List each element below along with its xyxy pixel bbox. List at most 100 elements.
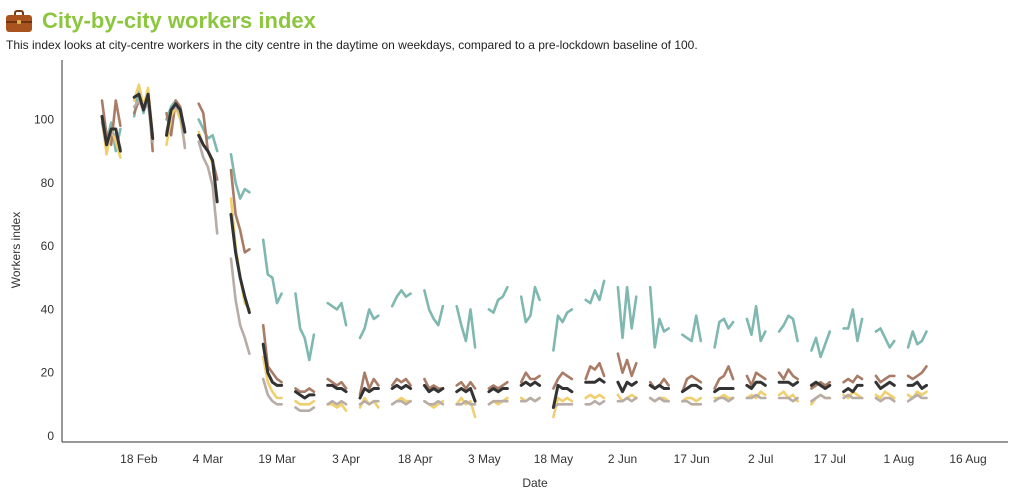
series-line-segment — [326, 383, 348, 394]
series-line-segment — [326, 301, 348, 327]
series-line-segment — [584, 377, 606, 384]
series-line-segment — [390, 377, 412, 387]
series-line-segment — [552, 308, 574, 352]
series-line-segment — [842, 308, 864, 343]
y-tick-label: 0 — [47, 429, 54, 443]
series-4 — [100, 99, 928, 413]
series-line-segment — [326, 402, 348, 413]
series-line-segment — [713, 396, 735, 403]
series-line-segment — [681, 399, 703, 406]
series-line-segment — [197, 140, 219, 235]
series-line-segment — [648, 285, 670, 349]
series-line-segment — [487, 399, 509, 406]
series-line-segment — [229, 257, 251, 356]
series-line-segment — [745, 393, 767, 400]
series-line-segment — [261, 238, 283, 305]
series-line-segment — [358, 387, 380, 400]
series-line-segment — [745, 371, 767, 387]
y-tick-label: 80 — [41, 176, 55, 190]
x-tick-label: 16 Aug — [949, 452, 986, 466]
series-line-segment — [584, 399, 606, 406]
series-line-segment — [390, 289, 412, 308]
series-line-segment — [358, 371, 380, 397]
y-tick-label: 20 — [41, 366, 55, 380]
series-line-segment — [132, 92, 155, 140]
series-line-segment — [165, 102, 187, 137]
chart-header: City-by-city workers index This index lo… — [6, 6, 1016, 52]
series-line-segment — [874, 374, 896, 384]
series-line-segment — [777, 396, 799, 403]
x-tick-label: 17 Jul — [814, 452, 846, 466]
series-line-segment — [906, 365, 928, 381]
series-line-segment — [487, 380, 509, 390]
series-line-segment — [745, 304, 767, 343]
series-line-segment — [616, 396, 638, 403]
x-tick-label: 4 Mar — [193, 452, 224, 466]
y-tick-label: 60 — [41, 239, 55, 253]
series-line-segment — [584, 361, 606, 381]
series-line-segment — [713, 317, 735, 349]
series-line-segment — [842, 374, 864, 384]
series-line-segment — [648, 383, 671, 390]
series-line-segment — [326, 399, 348, 406]
series-line-segment — [100, 99, 122, 147]
series-line-segment — [229, 153, 251, 200]
x-tick-label: 17 Jun — [674, 452, 710, 466]
series-line-segment — [519, 285, 541, 324]
series-line-segment — [842, 393, 864, 400]
series-line-segment — [261, 323, 283, 384]
series-line-segment — [874, 380, 896, 390]
series-1 — [100, 86, 928, 362]
series-line-segment — [358, 308, 380, 340]
series-line-segment — [455, 399, 477, 406]
series-line-segment — [229, 212, 251, 315]
series-line-segment — [551, 383, 574, 409]
series-line-segment — [519, 371, 541, 384]
series-line-segment — [745, 390, 767, 400]
series-line-segment — [487, 387, 509, 394]
title-row: City-by-city workers index — [6, 6, 1016, 36]
x-tick-label: 18 May — [534, 452, 573, 466]
series-line-segment — [681, 374, 703, 394]
series-line-segment — [584, 393, 606, 400]
x-tick-label: 2 Jun — [608, 452, 637, 466]
series-line-segment — [906, 380, 928, 390]
series-line-segment — [294, 387, 316, 394]
series-line-segment — [777, 380, 800, 387]
series-line-segment — [197, 118, 219, 153]
series-line-segment — [842, 383, 864, 394]
series-line-segment — [745, 380, 767, 390]
series-line-segment — [390, 383, 413, 390]
series-line-segment — [906, 330, 928, 349]
briefcase-icon — [6, 10, 32, 32]
x-tick-label: 3 May — [468, 452, 501, 466]
y-axis-title: Workers index — [9, 212, 23, 288]
y-axis-ticks: 0 20 40 60 80 100 — [34, 112, 54, 443]
series-line-segment — [423, 377, 445, 390]
series-line-segment — [874, 396, 896, 403]
series-line-segment — [906, 390, 928, 400]
series-line-segment — [552, 402, 574, 409]
series-line-segment — [713, 365, 735, 390]
series-line-segment — [422, 383, 445, 394]
series-line-segment — [455, 380, 477, 390]
series-line-segment — [294, 406, 316, 413]
x-tick-label: 19 Mar — [258, 452, 295, 466]
y-tick-label: 40 — [41, 302, 55, 316]
series-line-segment — [809, 380, 832, 390]
series-line-segment — [455, 304, 477, 349]
x-tick-label: 18 Apr — [398, 452, 433, 466]
series-line-segment — [874, 327, 896, 349]
series-2 — [100, 92, 928, 397]
series-line-segment — [229, 168, 251, 254]
series-line-segment — [455, 396, 477, 419]
series-layer — [100, 83, 928, 419]
chart-subtitle: This index looks at city-centre workers … — [6, 38, 698, 52]
series-line-segment — [584, 279, 606, 305]
x-axis-title: Date — [522, 476, 548, 490]
series-line-segment — [874, 390, 896, 400]
series-line-segment — [261, 355, 283, 400]
series-line-segment — [100, 114, 122, 153]
series-line-segment — [616, 285, 638, 340]
